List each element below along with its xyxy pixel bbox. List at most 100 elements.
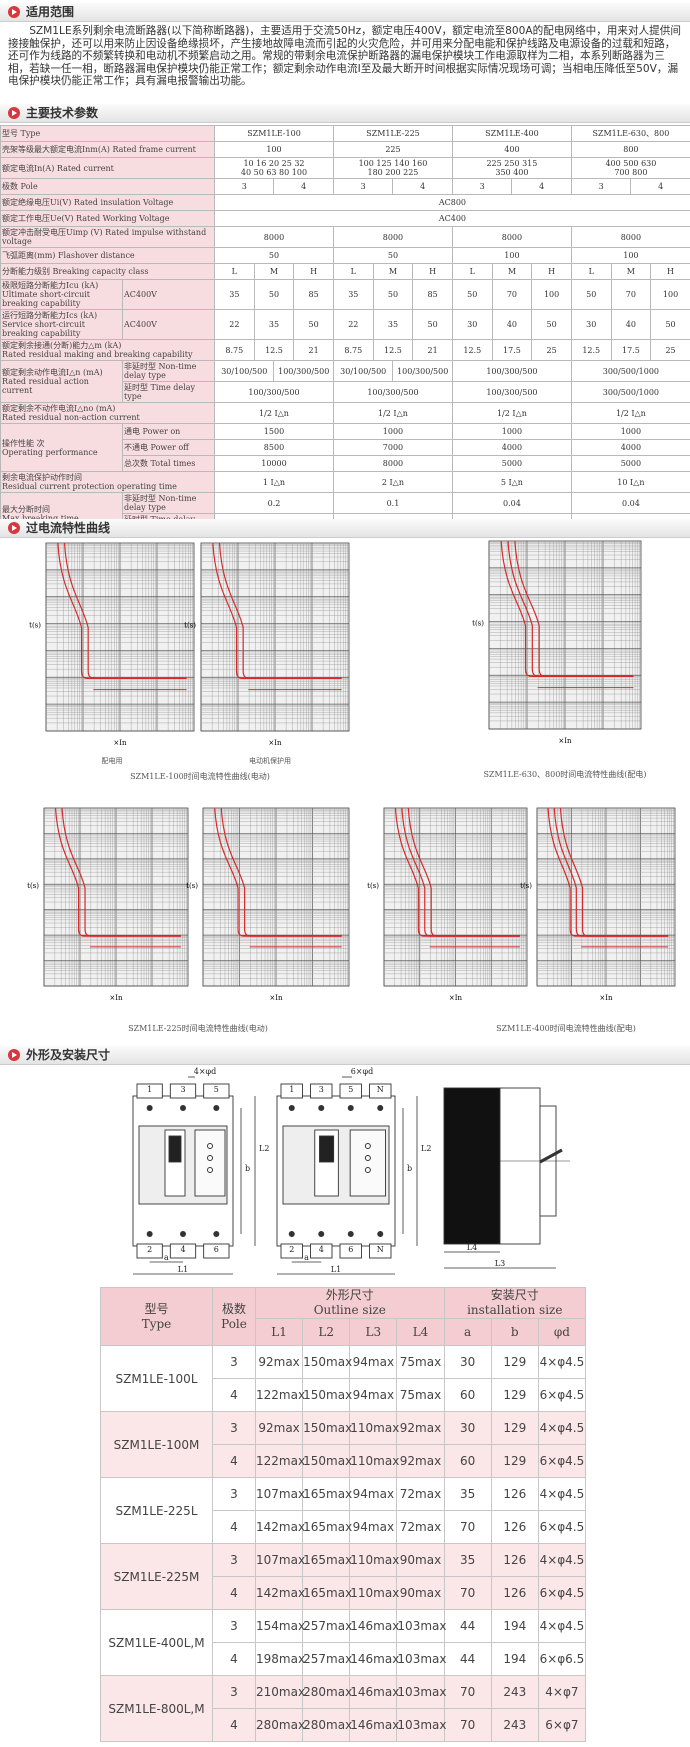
cell: 280max [254,1708,305,1742]
spec-cell: H [650,263,690,280]
cell: 3 [212,1477,256,1511]
dim-label: 1 [289,1085,294,1094]
x-axis-label: ×In [268,739,282,747]
spec-row: 最大分断时间 Max breaking time 非延时型 Non-time de… [0,492,690,535]
spec-cell: 50 [253,279,295,310]
header-row: L1 L2 L3 L4 a b φd [101,1318,587,1346]
cell: 142max [254,1510,305,1544]
header-cell: L1 [254,1318,304,1346]
spec-cell: 225 250 315 350 400 [451,157,572,179]
cell: 6×φ4.5 [537,1444,587,1478]
spec-cell: 100/300/500 [332,381,453,403]
spec-cell: 50 [293,309,334,340]
spec-cell: AC400 [214,210,690,227]
spec-cell: 25 [531,339,572,361]
spec-row: 极数 Pole 3 4 3 4 3 4 3 4 [0,178,690,195]
x-axis-label: ×In [109,994,123,1002]
cell: 110max [349,1543,399,1577]
spec-label: 剩余电流保护动作时间 Residual current protection o… [0,471,215,493]
spec-cell: M [610,263,652,280]
cell: 129 [490,1444,539,1478]
type-cell: SZM1LE-225L [100,1477,213,1544]
cell: 94max [349,1345,398,1379]
data-row: SZM1LE-800L,M 3 210max 280max 146max 103max 70… [100,1675,587,1742]
cell: 280max [302,1708,352,1742]
spec-cell: 10 I△n [570,471,690,493]
spec-table: 型号 Type SZM1LE-100 SZM1LE-225 SZM1LE-400 SZM… [0,125,690,535]
spec-cell: 0.04 [570,492,690,514]
header-cell: L2 [302,1318,351,1346]
dim-label: 4×φd [194,1067,217,1076]
spec-label: 不通电 Power off [122,439,215,456]
header-cell: 型号 Type [100,1287,213,1346]
x-axis-label: ×In [269,994,283,1002]
spec-cell: 70 [610,279,652,310]
cell: 60 [443,1378,492,1412]
y-axis-label: t(s) [184,622,196,630]
cell: 4 [212,1708,256,1742]
x-axis-label: ×In [599,994,613,1002]
header-cell: 外形尺寸 Outline size [255,1287,445,1319]
type-cell: SZM1LE-100M [100,1411,213,1478]
indicator [364,1167,371,1173]
spec-cell: 100/300/500 [273,360,334,382]
spec-row: 额定绝缘电压Ui(V) Rated insulation Voltage AC80… [0,194,690,211]
cell: 150max [302,1411,352,1445]
cell: 6×φ4.5 [537,1378,587,1412]
section-header: 主要技术参数 [0,104,690,123]
spec-label: AC400V [122,279,215,310]
header-cell: φd [537,1318,587,1346]
spec-cell: 2 I△n [332,471,453,493]
spec-row: 操作性能 次 Operating performance 通电 Power on 1… [0,423,690,472]
cell: 110max [349,1444,399,1478]
cell: 107max [254,1543,305,1577]
section-title: 适用范围 [26,5,75,19]
curve-chart: t(s) ×In [472,540,642,745]
shape [369,1083,392,1099]
screw [180,1105,186,1111]
cell: 35 [443,1477,492,1511]
indicator [364,1155,371,1161]
curve [559,807,669,937]
cell: 194 [490,1609,539,1643]
dim-label: 2 [289,1245,294,1254]
curve [57,542,187,679]
spec-cell: 4000 [570,439,690,456]
spec-cell: 1/2 I△n [570,402,690,424]
curve [63,542,187,679]
dim-label: 6 [214,1245,219,1254]
spec-cell: 10 16 20 25 32 40 50 63 80 100 [214,157,334,179]
cell: 6×φ6.5 [537,1642,587,1676]
spec-cell: 300/500/1000 [570,360,690,382]
shape [319,1135,335,1163]
spec-cell: 50 [451,279,493,310]
spec-cell: H [531,263,572,280]
spec-cell: M [253,263,295,280]
spec-cell: 225 [332,141,453,158]
spec-label: 运行短路分断能力Ics (kA) Service short-circuit b… [0,309,123,340]
spec-cell: 1000 [332,423,453,440]
spec-cell: 50 [372,279,414,310]
spec-cell: 1000 [570,423,690,440]
spec-cell: 22 [332,309,374,340]
spec-row: 额定剩余不动作电流I△no (mA) Rated residual non-ac… [0,402,690,424]
spec-label: 额定剩余接通(分断)能力△m (kA) Rated residual makin… [0,339,215,361]
spec-cell: SZM1LE-630、800 [570,125,690,142]
spec-cell: 8.75 [214,339,255,361]
shape [169,1083,197,1099]
spec-cell: 800 [570,141,690,158]
cell: 3 [212,1345,256,1379]
spec-row: 运行短路分断能力Ics (kA) Service short-circuit b… [0,309,690,340]
cell: 126 [490,1510,539,1544]
shape [194,1129,226,1197]
cell: 4 [212,1642,256,1676]
dim-label: L1 [331,1265,341,1274]
spec-row: 额定工作电压Ue(V) Rated Working Voltage AC400 [0,210,690,227]
spec-label: 非延时型 Non-time delay type [122,360,215,382]
header-cell: b [490,1318,539,1346]
screw [318,1105,325,1111]
cell: 4 [212,1444,256,1478]
spec-cell: M [491,263,533,280]
